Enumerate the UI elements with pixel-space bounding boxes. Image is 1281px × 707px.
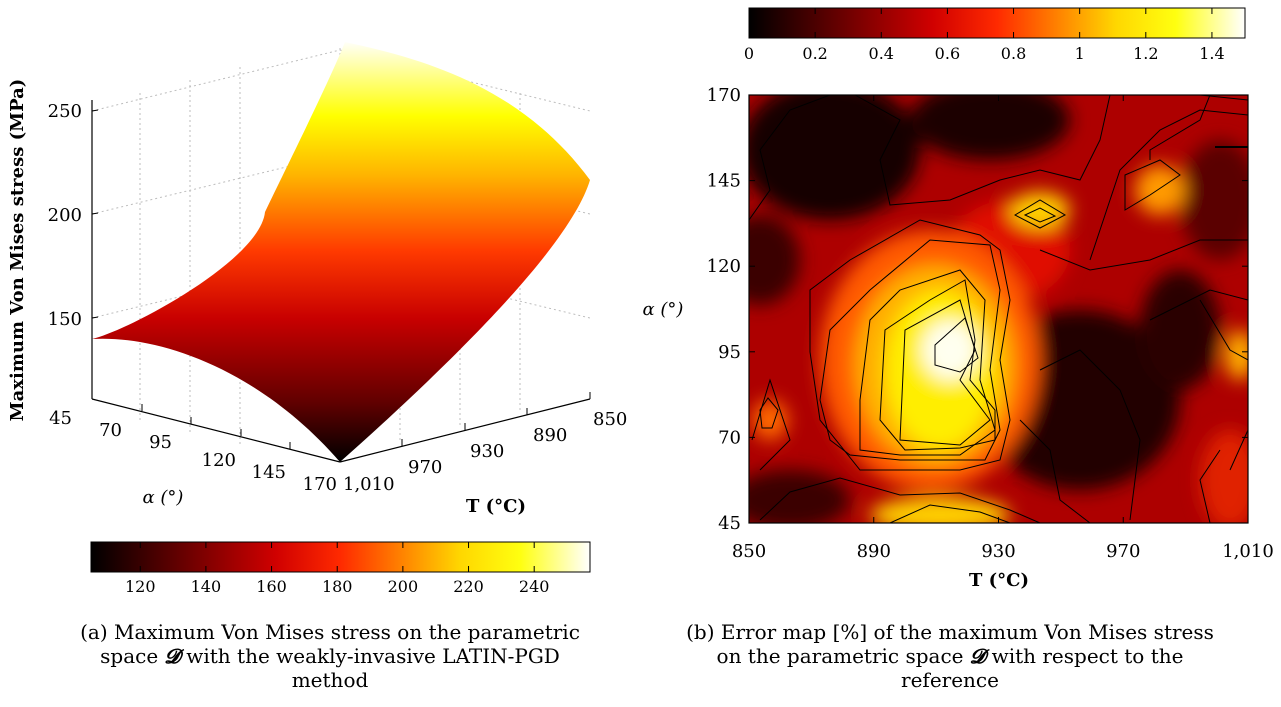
z-tick-label: 150 — [48, 309, 82, 330]
heatmap-x-title: T (°C) — [969, 570, 1029, 591]
heatmap-area — [749, 95, 1248, 523]
colorbar-b-tick-label: 1.2 — [1133, 44, 1158, 63]
alpha-axis-title: α (°) — [143, 487, 184, 508]
alpha-axis — [91, 398, 341, 463]
colorbar-b-tick-label: 1.4 — [1199, 44, 1224, 63]
colorbar-b-tick-label: 0.2 — [802, 44, 827, 63]
colorbar-b-tick-label: 0.6 — [935, 44, 960, 63]
colorbar-a-tick-label: 140 — [191, 577, 222, 596]
contour-lines — [749, 95, 1248, 523]
heatmap-x-tick-label: 890 — [857, 541, 891, 562]
z-tick-label: 200 — [48, 205, 82, 226]
T-tick-label: 970 — [408, 457, 442, 478]
colorbar-a-tick-label: 120 — [125, 577, 156, 596]
colorbar-b — [748, 7, 1246, 39]
caption-b-symbol: 𝓓 — [969, 644, 986, 668]
heatmap-y-title: α (°) — [643, 299, 684, 320]
caption-a: (a) Maximum Von Mises stress on the para… — [20, 620, 640, 692]
caption-a-line2-end: with the weakly-invasive LATIN-PGD — [186, 644, 560, 668]
heatmap-x-tick-label: 930 — [981, 541, 1015, 562]
heatmap-x-tick-label: 850 — [732, 541, 766, 562]
colorbar-a-tick-label: 240 — [519, 577, 550, 596]
z-tick — [91, 109, 99, 112]
caption-b-line2-end: with respect to the — [991, 644, 1184, 668]
caption-b-line1: (b) Error map [%] of the maximum Von Mis… — [686, 620, 1214, 644]
heatmap-y-tick-label: 145 — [707, 171, 741, 192]
error-heatmap: 0 0.2 0.4 0.6 0.8 1 1.2 1.4 — [643, 7, 1274, 591]
caption-a-line2-start: space — [100, 644, 159, 668]
T-axis-title: T (°C) — [466, 496, 526, 517]
caption-b: (b) Error map [%] of the maximum Von Mis… — [630, 620, 1270, 692]
T-tick-label: 930 — [470, 441, 504, 462]
alpha-tick-label: 70 — [99, 420, 122, 441]
alpha-tick-label: 120 — [202, 450, 236, 471]
heatmap-y-tick-label: 120 — [707, 256, 741, 277]
caption-a-symbol: 𝓓 — [164, 644, 180, 668]
alpha-tick-label: 95 — [149, 432, 172, 453]
T-tick-label: 1,010 — [343, 474, 395, 495]
z-tick — [91, 316, 99, 319]
colorbar-a — [90, 541, 591, 573]
heatmap-y-tick-label: 45 — [718, 513, 741, 534]
z-axis-title: Maximum Von Mises stress (MPa) — [7, 79, 28, 422]
colorbar-b-tick-label: 0.4 — [869, 44, 894, 63]
colorbar-a-tick-label: 200 — [388, 577, 419, 596]
colorbar-b-tick-label: 0 — [744, 44, 754, 63]
T-tick-label: 850 — [593, 409, 627, 430]
T-tick-label: 890 — [533, 425, 567, 446]
heatmap-x-tick-label: 1,010 — [1222, 541, 1274, 562]
z-tick — [91, 212, 99, 215]
caption-b-line2-start: on the parametric space — [716, 644, 964, 668]
caption-b-line3: reference — [901, 668, 999, 692]
alpha-tick-label: 170 — [303, 474, 337, 495]
alpha-tick-label: 145 — [252, 462, 286, 483]
caption-a-line3: method — [291, 668, 369, 692]
figure-canvas: 250 200 150 45 70 95 120 145 170 1,010 9… — [7, 7, 1274, 596]
heatmap-x-tick-label: 970 — [1106, 541, 1140, 562]
colorbar-a-tick-label: 180 — [322, 577, 353, 596]
colorbar-a-tick-label: 160 — [256, 577, 287, 596]
colorbar-a-tick-label: 220 — [453, 577, 484, 596]
alpha-tick-label: 45 — [49, 408, 72, 429]
caption-a-line1: (a) Maximum Von Mises stress on the para… — [80, 620, 580, 644]
heatmap-y-tick-label: 170 — [707, 85, 741, 106]
colorbar-b-tick-label: 1 — [1075, 44, 1085, 63]
heatmap-y-tick-label: 95 — [718, 342, 741, 363]
heatmap-y-tick-label: 70 — [718, 427, 741, 448]
stress-surface — [92, 42, 590, 462]
T-axis — [339, 398, 591, 463]
surface-plot: 250 200 150 45 70 95 120 145 170 1,010 9… — [7, 42, 627, 596]
z-tick-label: 250 — [48, 101, 82, 122]
colorbar-b-tick-label: 0.8 — [1001, 44, 1026, 63]
